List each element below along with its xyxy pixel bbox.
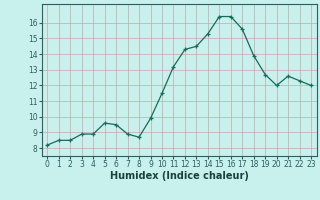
X-axis label: Humidex (Indice chaleur): Humidex (Indice chaleur) bbox=[110, 171, 249, 181]
